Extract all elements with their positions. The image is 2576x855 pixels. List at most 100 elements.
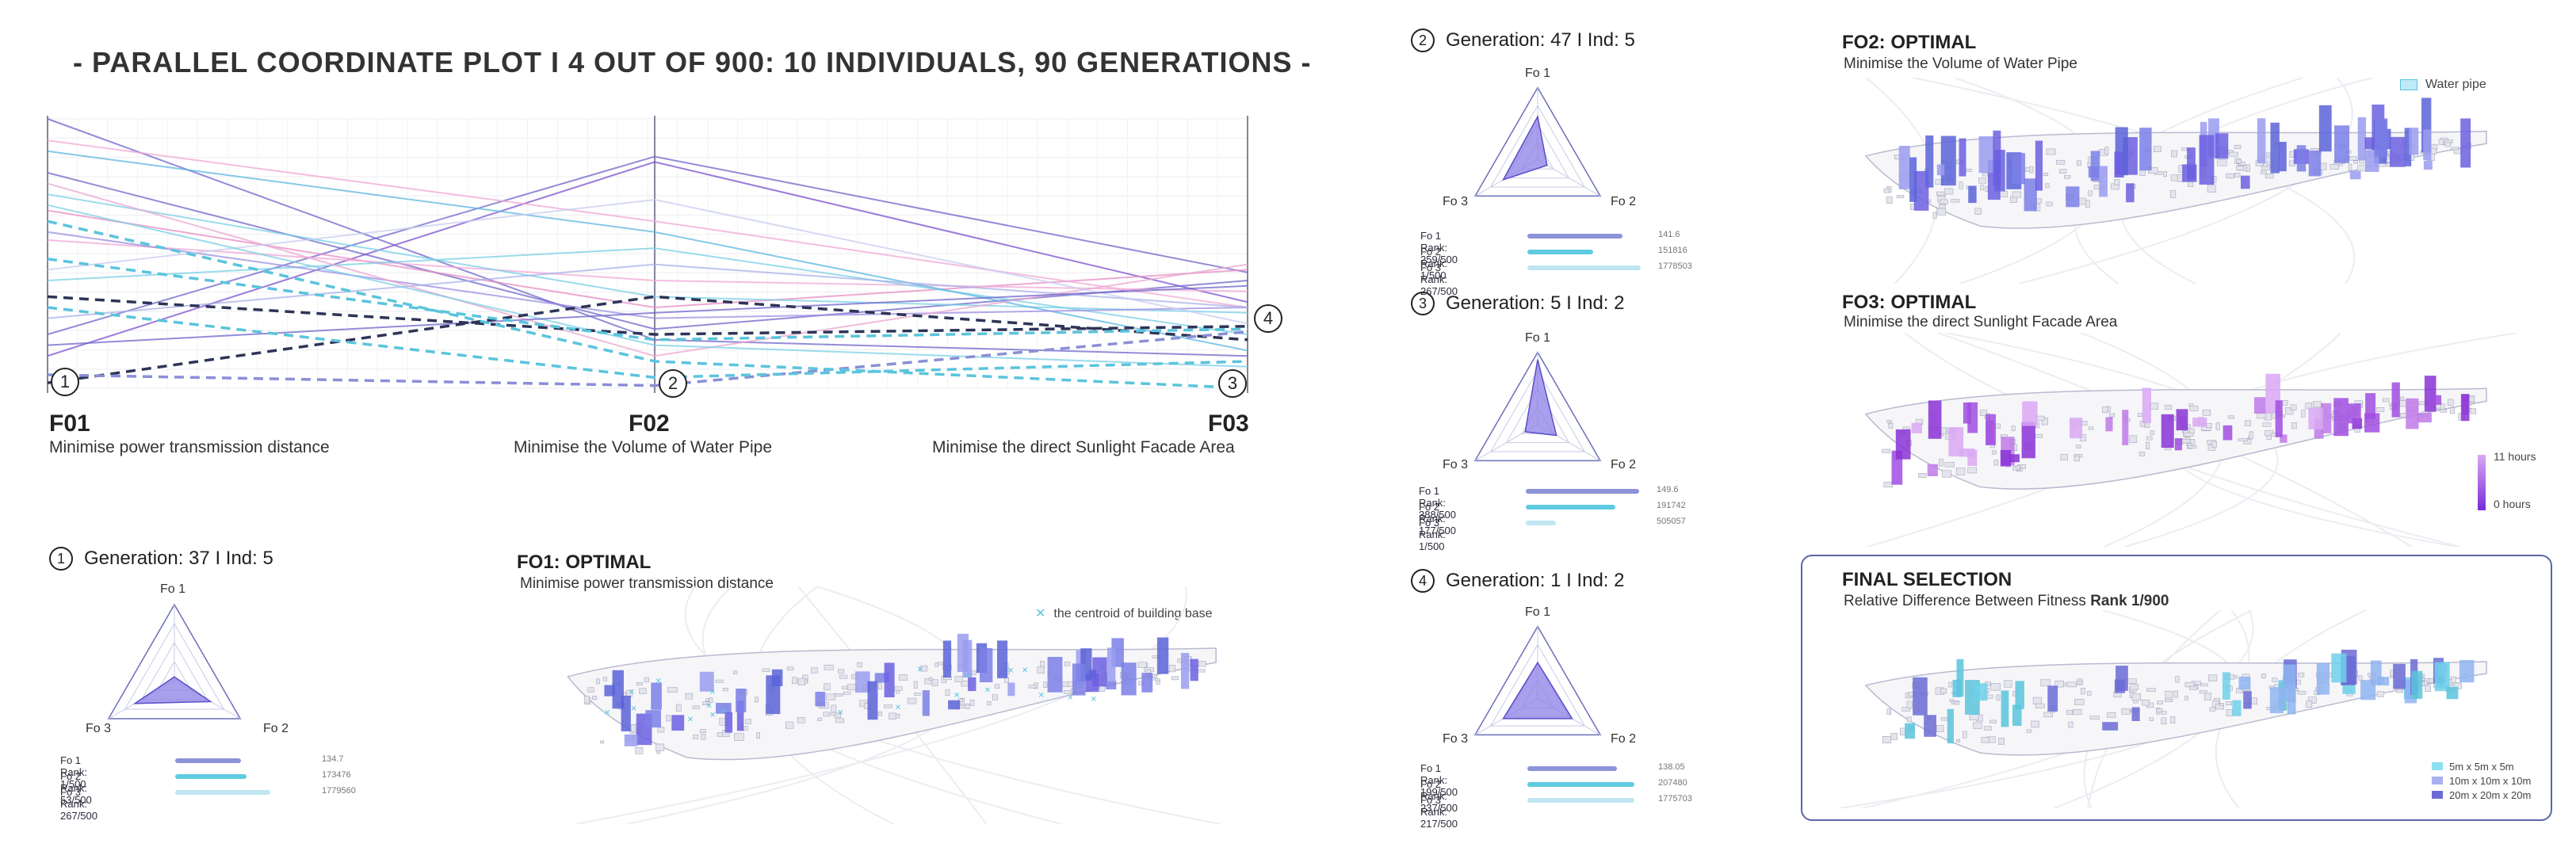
building-footprint xyxy=(1955,701,1960,705)
building-footprint xyxy=(2073,708,2082,716)
highlighted-building xyxy=(867,681,878,720)
building-footprint xyxy=(2073,456,2080,462)
building-footprint xyxy=(2149,717,2154,721)
building-footprint xyxy=(1978,177,1986,184)
building-footprint xyxy=(2225,701,2232,706)
building-footprint xyxy=(2040,679,2050,687)
highlighted-building xyxy=(2222,672,2230,700)
building-footprint xyxy=(1171,676,1179,681)
building-footprint xyxy=(1956,739,1961,742)
highlighted-building xyxy=(2333,398,2349,437)
building-footprint xyxy=(1944,462,1955,468)
building-footprint xyxy=(2004,680,2012,688)
building-footprint xyxy=(1940,688,1947,693)
building-footprint xyxy=(600,740,605,744)
building-footprint xyxy=(842,685,848,689)
highlighted-building xyxy=(2278,142,2287,172)
building-footprint xyxy=(1906,700,1913,709)
radar-4-label-fo2: Fo 2 xyxy=(1611,732,1637,746)
highlighted-building xyxy=(968,677,977,692)
building-footprint xyxy=(1890,732,1898,740)
highlighted-building xyxy=(2349,170,2361,180)
building-footprint xyxy=(2164,699,2173,702)
individual-3-number: 3 xyxy=(1411,292,1435,315)
building-footprint xyxy=(2383,398,2390,403)
fo1-legend-text: the centroid of building base xyxy=(1053,607,1213,620)
building-footprint xyxy=(811,667,818,674)
radar-grid xyxy=(1489,643,1586,727)
building-footprint xyxy=(1886,197,1893,204)
building-footprint xyxy=(2129,435,2138,444)
building-footprint xyxy=(2312,401,2322,408)
cross-marker-icon: ✕ xyxy=(1091,695,1097,704)
radar-3-label-fo1: Fo 1 xyxy=(1524,331,1551,345)
axis-f01-label: F01 xyxy=(49,410,90,437)
building-footprint xyxy=(2161,717,2167,725)
building-footprint xyxy=(2170,190,2177,198)
highlighted-building xyxy=(922,690,930,716)
highlighted-building xyxy=(1106,647,1116,681)
radar-grid xyxy=(1489,105,1586,188)
building-footprint xyxy=(1037,666,1045,674)
highlighted-building xyxy=(2365,393,2376,419)
building-footprint xyxy=(1886,420,1892,423)
building-footprint xyxy=(2146,436,2153,441)
building-footprint xyxy=(2262,422,2272,427)
building-footprint xyxy=(2265,174,2274,179)
building-footprint xyxy=(831,704,837,712)
building-footprint xyxy=(2088,426,2094,430)
fo3-map-subtitle: Minimise the direct Sunlight Facade Area xyxy=(1844,314,2118,330)
building-footprint xyxy=(785,721,794,729)
marker-3: 3 xyxy=(1218,369,1247,398)
rank-bar xyxy=(1527,798,1634,803)
highlighted-building xyxy=(1936,164,1945,176)
rank-bar xyxy=(175,774,247,779)
highlighted-building xyxy=(645,710,662,728)
building-footprint xyxy=(715,679,724,683)
building-footprint xyxy=(2470,408,2477,414)
building-footprint xyxy=(1980,410,1988,416)
individual-4-ranks: Fo 1 Rank: 199/500 138.05 Fo 2 Rank: 237/… xyxy=(1420,762,1692,830)
highlighted-building xyxy=(2254,397,2266,414)
rank-bar xyxy=(1527,766,1617,771)
building-footprint xyxy=(2081,688,2085,695)
building-footprint xyxy=(692,705,700,709)
building-footprint xyxy=(987,701,992,706)
series-line xyxy=(47,247,1248,335)
building-footprint xyxy=(839,674,848,679)
highlighted-building xyxy=(1925,135,1934,188)
highlighted-building xyxy=(2460,394,2470,422)
building-footprint xyxy=(2150,430,2154,435)
highlighted-building xyxy=(2411,670,2423,699)
highlighted-building xyxy=(2446,686,2459,700)
building-footprint xyxy=(2188,445,2197,449)
highlighted-building xyxy=(996,640,1008,678)
building-footprint xyxy=(2211,441,2217,448)
highlighted-building xyxy=(736,688,747,712)
building-footprint xyxy=(2209,707,2216,712)
highlighted-building xyxy=(1967,402,1978,433)
building-footprint xyxy=(2358,675,2363,681)
building-footprint xyxy=(907,697,917,704)
highlighted-building xyxy=(1905,723,1916,739)
highlighted-building xyxy=(2370,660,2382,685)
building-footprint xyxy=(2139,170,2146,176)
building-footprint xyxy=(2121,708,2131,715)
building-footprint xyxy=(2104,147,2109,155)
building-footprint xyxy=(705,698,709,702)
series-line xyxy=(47,198,1248,325)
series-line xyxy=(47,330,1248,387)
rank-bar xyxy=(175,758,241,763)
highlighted-building xyxy=(2334,125,2349,163)
highlighted-building xyxy=(2035,140,2043,191)
building-footprint xyxy=(2266,152,2271,157)
building-footprint xyxy=(2175,676,2180,683)
radar-spoke xyxy=(1537,159,1601,197)
building-footprint xyxy=(2310,148,2320,151)
radar-grid xyxy=(1473,86,1602,197)
building-footprint xyxy=(2029,166,2034,174)
building-footprint xyxy=(2184,696,2188,700)
building-footprint xyxy=(954,676,963,683)
radar-4-label-fo1: Fo 1 xyxy=(1524,605,1551,619)
rank-bar xyxy=(1526,489,1639,494)
